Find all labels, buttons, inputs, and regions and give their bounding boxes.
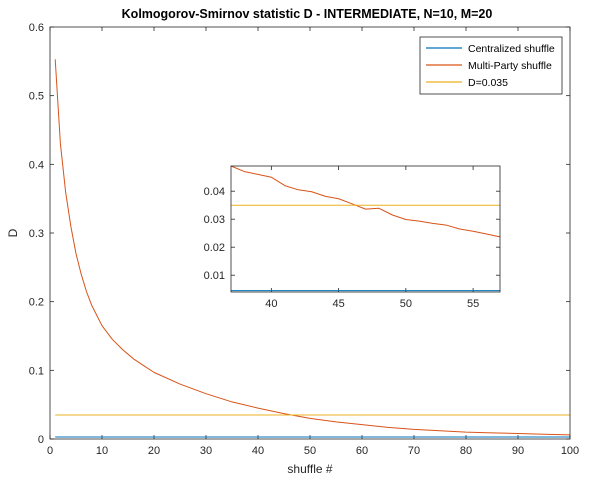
main-x-tick-label: 70 — [408, 445, 420, 457]
legend: Centralized shuffle Multi-Party shuffle D=… — [419, 36, 563, 95]
inset-axes: 40 45 50 55 0.01 0.02 0.03 0.04 — [204, 165, 501, 310]
inset-y-tick-label: 0.04 — [204, 186, 225, 198]
main-x-tick-label: 60 — [356, 445, 368, 457]
main-y-tick-label: 0.4 — [29, 159, 44, 171]
main-y-tick-label: 0.1 — [29, 365, 44, 377]
inset-x-tick-label: 55 — [467, 298, 479, 310]
inset-x-tick-label: 40 — [265, 298, 277, 310]
inset-y-tick-label: 0.02 — [204, 242, 225, 254]
main-x-tick-label: 10 — [96, 445, 108, 457]
chart-title: Kolmogorov-Smirnov statistic D - INTERME… — [122, 7, 493, 21]
inset-y-tick-label: 0.03 — [204, 214, 225, 226]
legend-label: Centralized shuffle — [468, 43, 555, 55]
main-ticks: 0 10 20 30 40 50 60 70 80 90 100 0 0.1 0.2 0.3 0.4 0.5 0.… — [29, 22, 579, 457]
main-y-tick-label: 0.5 — [29, 91, 44, 103]
legend-label: D=0.035 — [468, 77, 508, 89]
inset-plot-area — [231, 166, 500, 292]
legend-entries: Centralized shuffle Multi-Party shuffle D=… — [426, 43, 555, 89]
main-y-tick-label: 0 — [38, 434, 44, 446]
main-x-tick-label: 100 — [561, 445, 579, 457]
inset-x-tick-label: 50 — [400, 298, 412, 310]
inset-y-tick-label: 0.01 — [204, 270, 225, 282]
legend-label: Multi-Party shuffle — [468, 60, 552, 72]
inset-x-tick-label: 45 — [332, 298, 344, 310]
main-x-tick-label: 0 — [47, 445, 53, 457]
main-y-tick-label: 0.6 — [29, 22, 44, 34]
main-x-tick-label: 20 — [148, 445, 160, 457]
inset-series-lines — [230, 165, 501, 292]
inset-axes-box — [230, 165, 501, 293]
main-y-tick-label: 0.3 — [29, 228, 44, 240]
main-x-tick-label: 80 — [460, 445, 472, 457]
main-x-tick-label: 90 — [512, 445, 524, 457]
y-axis-label: D — [6, 228, 20, 237]
inset-ticks: 40 45 50 55 0.01 0.02 0.03 0.04 — [204, 166, 500, 310]
main-series-line-multi-party-shuffle — [54, 59, 571, 436]
inset-series-line-multi-party-shuffle — [230, 165, 501, 238]
main-x-tick-label: 50 — [304, 445, 316, 457]
main-axes-box — [49, 26, 571, 440]
main-series-lines — [54, 59, 571, 438]
main-x-tick-label: 40 — [252, 445, 264, 457]
x-axis-label: shuffle # — [287, 462, 332, 476]
main-y-tick-label: 0.2 — [29, 297, 44, 309]
main-x-tick-label: 30 — [200, 445, 212, 457]
